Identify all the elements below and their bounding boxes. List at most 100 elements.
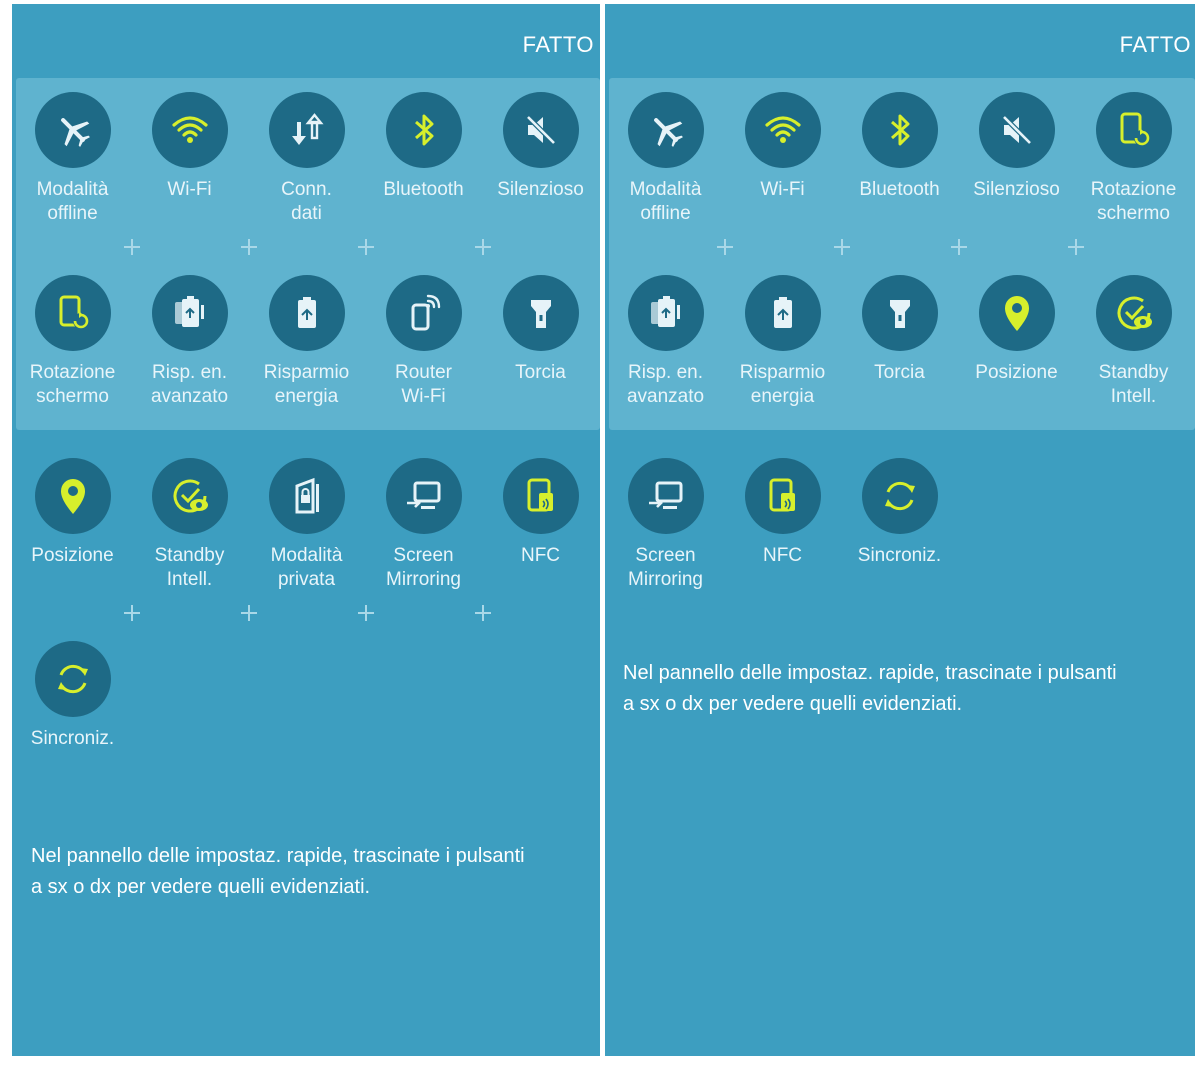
sync-icon[interactable]: [861, 458, 938, 534]
toggle-label: Bluetooth: [859, 179, 940, 200]
sync-icon[interactable]: [34, 641, 111, 717]
toggle-location[interactable]: Posizione: [14, 458, 131, 568]
screen-mirroring-icon[interactable]: [385, 458, 462, 534]
wifi-icon[interactable]: [151, 92, 228, 168]
plus-separator-icon: [124, 605, 140, 621]
toggle-sync[interactable]: Sincroniz.: [841, 458, 958, 568]
screen-mirroring-icon-graphic: [406, 481, 440, 509]
toggle-label: Wi-Fi: [760, 179, 805, 200]
toggle-wifi[interactable]: Wi-Fi: [131, 92, 248, 202]
power-saving-icon[interactable]: [744, 275, 821, 351]
toggle-label: Bluetooth: [383, 179, 464, 200]
torch-icon[interactable]: [861, 275, 938, 351]
ultra-power-saving-icon-graphic: [650, 296, 680, 327]
nfc-icon-graphic: [769, 478, 795, 512]
sync-icon-graphic: [57, 664, 88, 694]
toggle-label: Wi-Fi: [167, 179, 212, 200]
ultra-power-saving-icon[interactable]: [151, 275, 228, 351]
toggle-torch[interactable]: Torcia: [482, 275, 599, 385]
toggle-airplane[interactable]: Modalità offline: [607, 92, 724, 226]
toggle-label: Risp. en. avanzato: [150, 362, 229, 407]
toggle-smart-stay[interactable]: Standby Intell.: [1075, 275, 1192, 409]
private-mode-icon[interactable]: [268, 458, 345, 534]
toggle-mute[interactable]: Silenzioso: [958, 92, 1075, 202]
nfc-icon[interactable]: [502, 458, 579, 534]
smart-stay-icon[interactable]: [1095, 275, 1172, 351]
toggle-screen-mirroring[interactable]: Screen Mirroring: [365, 458, 482, 592]
done-button[interactable]: FATTO: [1119, 32, 1191, 57]
toggle-power-saving[interactable]: Risparmio energia: [248, 275, 365, 409]
done-button[interactable]: FATTO: [522, 32, 594, 57]
nfc-icon-graphic: [527, 478, 553, 512]
mute-icon-graphic: [1000, 114, 1033, 146]
location-icon[interactable]: [34, 458, 111, 534]
toggle-bluetooth[interactable]: Bluetooth: [365, 92, 482, 202]
smart-stay-icon[interactable]: [151, 458, 228, 534]
wifi-router-icon[interactable]: [385, 275, 462, 351]
toggle-mute[interactable]: Silenzioso: [482, 92, 599, 202]
plus-separator-icon: [358, 605, 374, 621]
plus-separator-icon: [834, 239, 850, 255]
right-screen: FATTO Modalità offline Wi-Fi Bluetooth Silen…: [605, 4, 1195, 1056]
plus-separator-icon: [951, 239, 967, 255]
wifi-icon-graphic: [764, 116, 801, 143]
toggle-label: Modalità offline: [36, 179, 109, 224]
ultra-power-saving-icon[interactable]: [627, 275, 704, 351]
toggle-label: NFC: [762, 545, 803, 566]
toggle-label: Screen Mirroring: [628, 545, 703, 590]
location-icon[interactable]: [978, 275, 1055, 351]
screen-rotation-icon-graphic: [59, 295, 89, 329]
toggle-label: Torcia: [874, 362, 925, 383]
toggle-screen-rotation[interactable]: Rotazione schermo: [1075, 92, 1192, 226]
wifi-icon[interactable]: [744, 92, 821, 168]
bluetooth-icon[interactable]: [385, 92, 462, 168]
toggle-screen-mirroring[interactable]: Screen Mirroring: [607, 458, 724, 592]
left-screen: FATTO Modalità offline Wi-Fi Conn. dati Bluet…: [12, 4, 600, 1056]
plus-separator-icon: [717, 239, 733, 255]
airplane-icon[interactable]: [627, 92, 704, 168]
toggle-mobile-data[interactable]: Conn. dati: [248, 92, 365, 226]
toggle-sync[interactable]: Sincroniz.: [14, 641, 131, 751]
plus-separator-icon: [241, 239, 257, 255]
toggle-private-mode[interactable]: Modalità privata: [248, 458, 365, 592]
torch-icon[interactable]: [502, 275, 579, 351]
mute-icon[interactable]: [502, 92, 579, 168]
toggle-nfc[interactable]: NFC: [724, 458, 841, 568]
toggle-ultra-power-saving[interactable]: Risp. en. avanzato: [131, 275, 248, 409]
toggle-ultra-power-saving[interactable]: Risp. en. avanzato: [607, 275, 724, 409]
screen-rotation-icon[interactable]: [1095, 92, 1172, 168]
toggle-wifi[interactable]: Wi-Fi: [724, 92, 841, 202]
plus-separator-icon: [475, 239, 491, 255]
toggle-location[interactable]: Posizione: [958, 275, 1075, 385]
sync-icon-graphic: [884, 481, 915, 511]
toggle-smart-stay[interactable]: Standby Intell.: [131, 458, 248, 592]
toggle-label: Standby Intell.: [1098, 362, 1169, 407]
toggle-screen-rotation[interactable]: Rotazione schermo: [14, 275, 131, 409]
nfc-icon[interactable]: [744, 458, 821, 534]
smart-stay-icon-graphic: [173, 479, 208, 513]
toggle-power-saving[interactable]: Risparmio energia: [724, 275, 841, 409]
toggle-bluetooth[interactable]: Bluetooth: [841, 92, 958, 202]
hint-text: Nel pannello delle impostaz. rapide, tra…: [31, 845, 525, 898]
screen-mirroring-icon[interactable]: [627, 458, 704, 534]
toggle-nfc[interactable]: NFC: [482, 458, 599, 568]
toggle-label: Sincroniz.: [857, 545, 942, 566]
airplane-icon-graphic: [653, 118, 683, 147]
toggle-label: Rotazione schermo: [29, 362, 116, 407]
toggle-label: Sincroniz.: [30, 728, 115, 749]
toggle-airplane[interactable]: Modalità offline: [14, 92, 131, 226]
power-saving-icon-graphic: [297, 297, 316, 328]
toggle-torch[interactable]: Torcia: [841, 275, 958, 385]
toggle-label: Rotazione schermo: [1090, 179, 1177, 224]
screen-rotation-icon[interactable]: [34, 275, 111, 351]
plus-separator-icon: [1068, 239, 1084, 255]
airplane-icon[interactable]: [34, 92, 111, 168]
mobile-data-icon[interactable]: [268, 92, 345, 168]
toggle-wifi-router[interactable]: Router Wi-Fi: [365, 275, 482, 409]
toggle-label: Risparmio energia: [263, 362, 350, 407]
bluetooth-icon-graphic: [414, 114, 433, 146]
plus-separator-icon: [475, 605, 491, 621]
bluetooth-icon[interactable]: [861, 92, 938, 168]
power-saving-icon[interactable]: [268, 275, 345, 351]
mute-icon[interactable]: [978, 92, 1055, 168]
